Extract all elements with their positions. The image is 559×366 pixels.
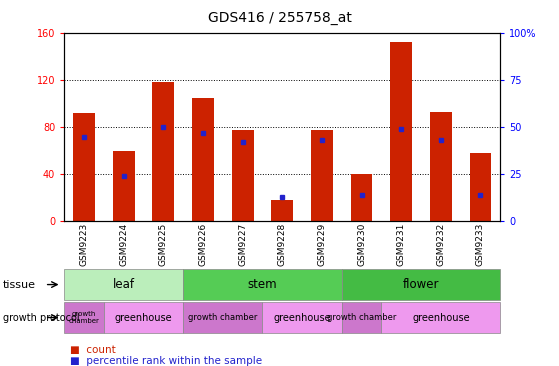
Text: leaf: leaf [113, 278, 135, 291]
Text: tissue: tissue [3, 280, 36, 290]
Bar [192, 98, 214, 221]
Text: stem: stem [248, 278, 277, 291]
Bar [73, 113, 95, 221]
Text: growth protocol: growth protocol [3, 313, 79, 322]
Bar [232, 130, 254, 221]
Bar [390, 42, 412, 221]
Text: greenhouse: greenhouse [115, 313, 172, 322]
Text: ■  count: ■ count [70, 344, 116, 355]
Text: greenhouse: greenhouse [273, 313, 331, 322]
Bar [272, 200, 293, 221]
Text: ■  percentile rank within the sample: ■ percentile rank within the sample [70, 355, 262, 366]
Bar [350, 174, 372, 221]
Text: growth
chamber: growth chamber [69, 311, 100, 324]
Bar [430, 112, 452, 221]
Text: growth chamber: growth chamber [327, 313, 396, 322]
Text: greenhouse: greenhouse [412, 313, 470, 322]
Bar [113, 151, 135, 221]
Bar [153, 82, 174, 221]
Bar [311, 130, 333, 221]
Text: GDS416 / 255758_at: GDS416 / 255758_at [207, 11, 352, 25]
Bar [470, 153, 491, 221]
Text: flower: flower [403, 278, 439, 291]
Text: growth chamber: growth chamber [188, 313, 258, 322]
